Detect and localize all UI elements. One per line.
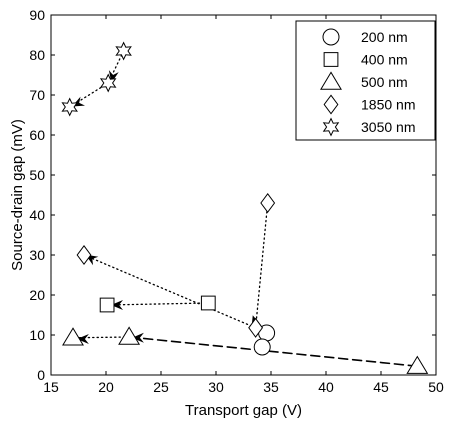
data-point-diamond	[76, 244, 92, 266]
arrowhead	[111, 300, 123, 310]
y-tick-label: 0	[37, 367, 45, 383]
legend-label: 500 nm	[361, 74, 408, 90]
connector-line	[83, 254, 257, 329]
x-tick-label: 20	[98, 379, 114, 395]
x-tick-label: 45	[373, 379, 389, 395]
data-point-triangle	[118, 326, 141, 345]
legend-label: 400 nm	[361, 52, 408, 68]
y-axis-label: Source-drain gap (mV)	[9, 119, 26, 271]
x-tick-label: 15	[43, 379, 59, 395]
connector-line	[107, 50, 125, 84]
y-tick-label: 40	[29, 207, 45, 223]
legend-marker-triangle	[320, 71, 342, 90]
y-tick-label: 20	[29, 287, 45, 303]
connector-line	[106, 302, 209, 306]
x-tick-label: 40	[318, 379, 334, 395]
y-tick-label: 90	[29, 7, 45, 23]
y-tick-label: 60	[29, 127, 45, 143]
data-point-triangle	[406, 355, 429, 374]
y-tick-label: 10	[29, 327, 45, 343]
connector-lines	[69, 50, 419, 368]
axis-ticks: 15 20 25 30 35 40 45 50 0 10 20 30 40 50 60 70 80 90	[29, 7, 444, 395]
legend-marker-diamond	[323, 94, 339, 115]
legend-label: 3050 nm	[361, 119, 415, 135]
y-tick-label: 80	[29, 47, 45, 63]
connector-line	[69, 82, 109, 108]
x-axis-label: Transport gap (V)	[185, 402, 302, 419]
data-point-star6	[61, 97, 78, 117]
legend-box	[295, 20, 436, 141]
x-tick-label: 35	[263, 379, 279, 395]
data-point-star6	[99, 73, 117, 93]
x-tick-label: 30	[208, 379, 224, 395]
data-markers	[61, 41, 429, 374]
connector-line	[72, 336, 130, 339]
arrowhead	[131, 332, 144, 343]
plot-frame	[50, 14, 437, 376]
legend: 200 nm 400 nm 500 nm 1850 nm 3050 nm	[295, 20, 436, 141]
data-point-square	[99, 297, 115, 313]
x-tick-label: 50	[428, 379, 444, 395]
legend-marker-star6	[322, 117, 340, 137]
connector-line	[254, 202, 269, 329]
legend-marker-circle	[322, 28, 340, 46]
arrowhead	[76, 334, 89, 344]
y-tick-label: 30	[29, 247, 45, 263]
data-point-square	[200, 295, 216, 311]
y-tick-label: 70	[29, 87, 45, 103]
legend-label: 200 nm	[361, 29, 408, 45]
x-tick-label: 25	[153, 379, 169, 395]
data-point-star6	[115, 41, 132, 61]
connector-line	[128, 336, 419, 368]
data-point-circle	[253, 338, 271, 356]
legend-marker-square	[323, 52, 339, 67]
data-point-triangle	[62, 327, 84, 346]
y-tick-label: 50	[29, 167, 45, 183]
data-point-diamond	[260, 192, 276, 214]
legend-label: 1850 nm	[361, 97, 415, 113]
data-point-diamond	[248, 317, 264, 338]
